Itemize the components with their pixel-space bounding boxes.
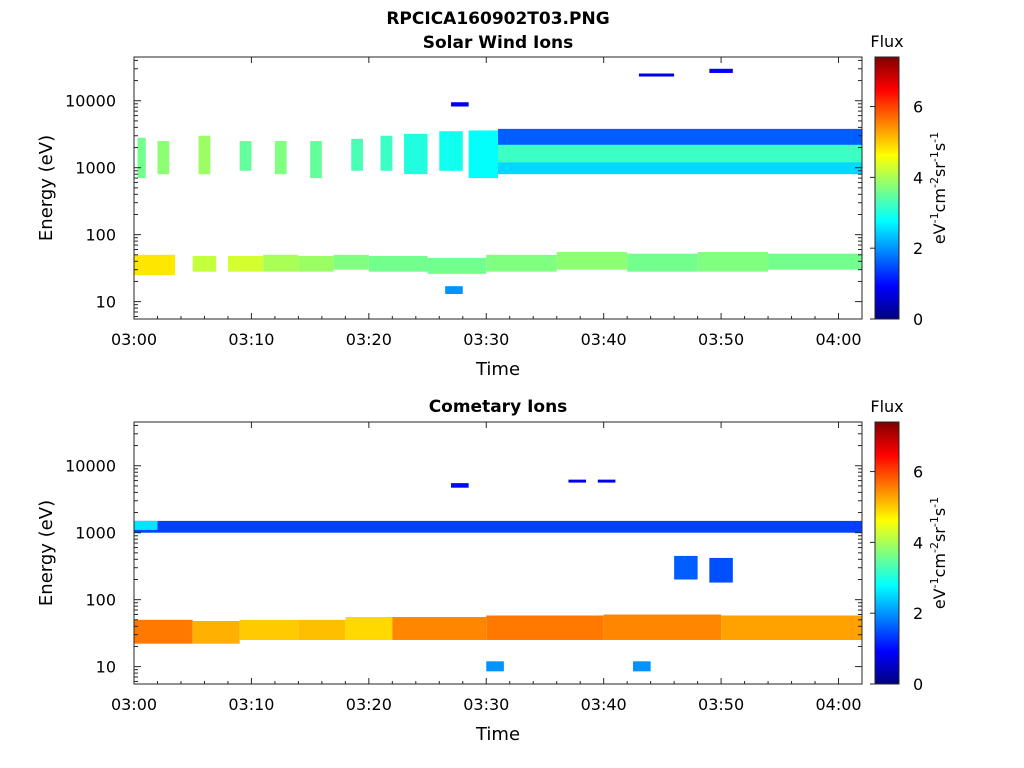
colorbar-tick-label: 0 bbox=[913, 675, 923, 694]
x-tick-label: 03:20 bbox=[346, 330, 392, 349]
heatmap-cell bbox=[768, 253, 862, 270]
heatmap-cells bbox=[134, 68, 862, 294]
heatmap-cell bbox=[498, 144, 862, 165]
y-tick-label: 10 bbox=[96, 293, 116, 312]
colorbar-tick-label: 6 bbox=[913, 463, 923, 482]
colorbar-unit-label: eV-1cm-2sr-1s-1 bbox=[928, 132, 949, 244]
x-tick-label: 03:40 bbox=[581, 330, 627, 349]
panel-cometary-ions: Cometary Ions 03:00 03:10 03:20 03:30 03:40 03… bbox=[36, 397, 949, 745]
heatmap-cell bbox=[263, 254, 299, 272]
colorbar-tick-label: 4 bbox=[913, 533, 923, 552]
heatmap-cell bbox=[697, 252, 769, 272]
colorbar-tick-label: 2 bbox=[913, 239, 923, 258]
heatmap-cells bbox=[134, 479, 862, 672]
heatmap-cell bbox=[134, 520, 158, 530]
x-tick-label: 03:10 bbox=[228, 330, 274, 349]
colorbar-tick-label: 2 bbox=[913, 604, 923, 623]
plot-frame bbox=[133, 56, 863, 320]
x-tick-label: 03:20 bbox=[346, 695, 392, 714]
heatmap-cell bbox=[427, 257, 487, 274]
panel-title: Cometary Ions bbox=[429, 397, 568, 417]
heatmap-cell bbox=[345, 617, 393, 640]
y-tick-label: 10000 bbox=[65, 457, 116, 476]
heatmap-cell bbox=[638, 73, 675, 77]
colorbar-unit-label: eV-1cm-2sr-1s-1 bbox=[928, 497, 949, 609]
heatmap-cell bbox=[239, 141, 252, 171]
colorbar-tick-label: 0 bbox=[913, 310, 923, 329]
x-axis-label: Time bbox=[475, 724, 520, 745]
heatmap-cell bbox=[568, 479, 587, 483]
colorbar-tick-label: 6 bbox=[913, 98, 923, 117]
x-tick-label: 03:00 bbox=[111, 695, 157, 714]
heatmap-cell bbox=[368, 255, 428, 272]
y-tick-label: 100 bbox=[85, 226, 116, 245]
colorbar bbox=[874, 421, 900, 685]
heatmap-cell bbox=[239, 619, 299, 640]
heatmap-cell bbox=[468, 130, 498, 179]
heatmap-cell bbox=[192, 620, 240, 644]
y-tick-label: 1000 bbox=[75, 159, 116, 178]
plot-frame bbox=[133, 421, 863, 685]
x-tick-label: 03:00 bbox=[111, 330, 157, 349]
heatmap-cell bbox=[627, 253, 698, 272]
heatmap-cell bbox=[633, 661, 651, 672]
panel-title: Solar Wind Ions bbox=[423, 33, 574, 53]
heatmap-cell bbox=[298, 255, 334, 272]
colorbar-tick-label: 4 bbox=[913, 168, 923, 187]
heatmap-cell bbox=[134, 520, 862, 533]
heatmap-cell bbox=[404, 133, 428, 175]
colorbar-title: Flux bbox=[870, 32, 903, 51]
x-tick-label: 03:40 bbox=[581, 695, 627, 714]
y-tick-label: 100 bbox=[85, 591, 116, 610]
heatmap-cell bbox=[709, 557, 733, 583]
heatmap-cell bbox=[709, 68, 733, 73]
y-tick-label: 10 bbox=[96, 658, 116, 677]
heatmap-cell bbox=[198, 135, 211, 175]
heatmap-cell bbox=[134, 254, 176, 275]
heatmap-cell bbox=[486, 661, 504, 672]
colorbar bbox=[874, 56, 900, 320]
x-tick-label: 04:00 bbox=[815, 330, 861, 349]
heatmap-cell bbox=[134, 619, 193, 644]
heatmap-cell bbox=[498, 162, 862, 175]
heatmap-cell bbox=[274, 141, 287, 175]
heatmap-cell bbox=[192, 255, 217, 272]
heatmap-cell bbox=[392, 617, 487, 640]
colorbar-title: Flux bbox=[870, 397, 903, 416]
heatmap-cell bbox=[157, 141, 170, 175]
heatmap-cell bbox=[439, 131, 463, 171]
heatmap-cell bbox=[445, 286, 463, 294]
x-tick-label: 03:30 bbox=[463, 695, 509, 714]
y-axis-label: Energy (eV) bbox=[36, 500, 57, 606]
heatmap-cell bbox=[380, 135, 393, 171]
heatmap-cell bbox=[721, 615, 862, 640]
heatmap-cell bbox=[451, 102, 469, 107]
figure-title: RPCICA160902T03.PNG bbox=[386, 9, 609, 29]
x-tick-label: 03:50 bbox=[698, 695, 744, 714]
heatmap-cell bbox=[603, 614, 722, 640]
heatmap-cell bbox=[674, 555, 698, 580]
panels: Solar Wind Ions 03:00 03:10 03:20 03:30 03:40… bbox=[36, 32, 949, 745]
panel-solar-wind-ions: Solar Wind Ions 03:00 03:10 03:20 03:30 03:40… bbox=[36, 32, 949, 380]
heatmap-cell bbox=[333, 254, 369, 270]
heatmap-cell bbox=[597, 479, 616, 483]
heatmap-cell bbox=[486, 254, 557, 272]
x-tick-label: 03:10 bbox=[228, 695, 274, 714]
y-axis-label: Energy (eV) bbox=[36, 135, 57, 241]
heatmap-cell bbox=[310, 141, 322, 179]
x-tick-label: 03:30 bbox=[463, 330, 509, 349]
x-axis-label: Time bbox=[475, 359, 520, 380]
heatmap-cell bbox=[486, 615, 604, 640]
heatmap-cell bbox=[137, 137, 146, 179]
heatmap-cell bbox=[227, 255, 264, 272]
heatmap-cell bbox=[298, 619, 346, 640]
x-tick-label: 04:00 bbox=[815, 695, 861, 714]
y-tick-label: 10000 bbox=[65, 92, 116, 111]
heatmap-cell bbox=[351, 138, 363, 171]
x-tick-label: 03:50 bbox=[698, 330, 744, 349]
heatmap-cell bbox=[556, 252, 628, 270]
y-tick-label: 1000 bbox=[75, 524, 116, 543]
heatmap-cell bbox=[451, 483, 469, 488]
